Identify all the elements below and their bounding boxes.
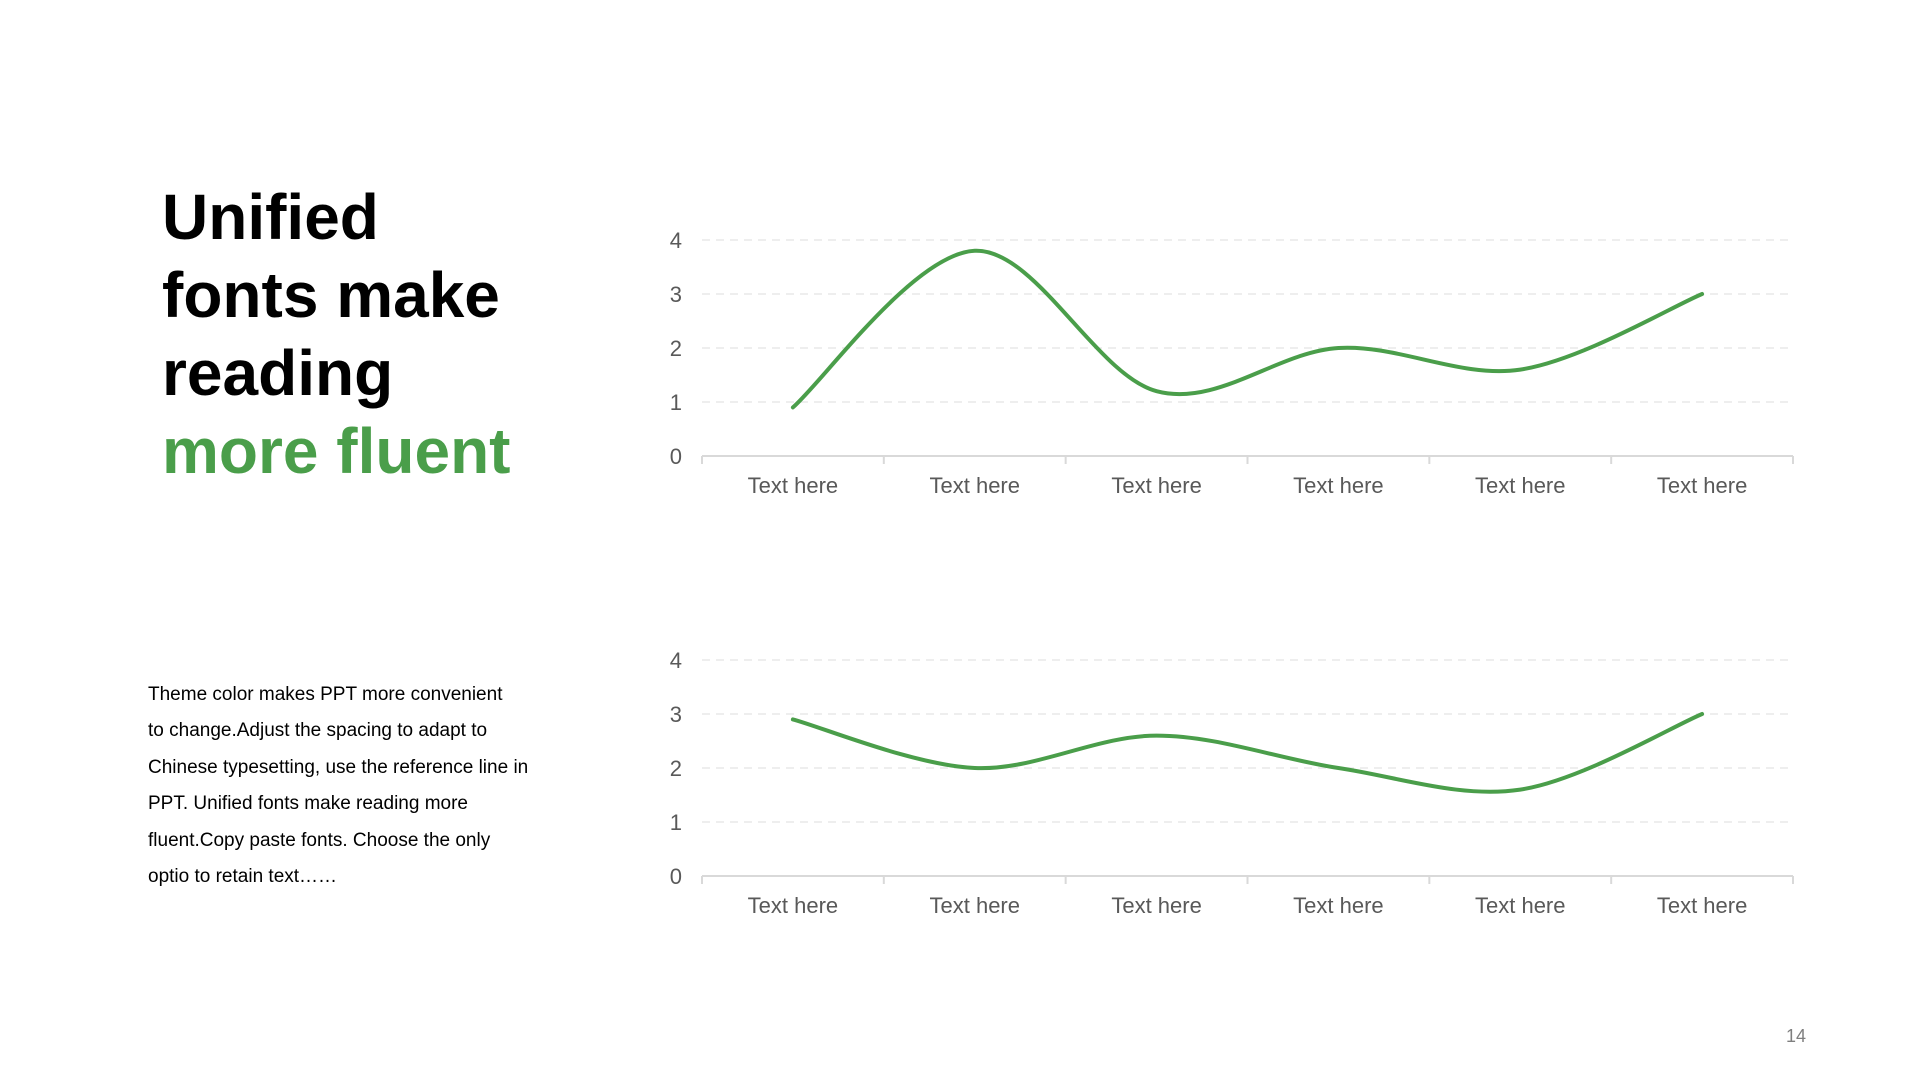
body-line-6: optio to retain text…… [148, 866, 338, 888]
y-tick-label-0: 0 [670, 864, 682, 889]
y-tick-label-3: 3 [670, 702, 682, 727]
title-line-2: fonts make [162, 259, 500, 331]
slide-title: Unified fonts make reading more fluent [162, 178, 510, 490]
title-accent-line: more fluent [162, 415, 511, 487]
body-line-4: PPT. Unified fonts make reading more [148, 793, 468, 815]
line-chart-top-svg: 0 1 2 3 4 Text here Text here Text here Text her… [670, 228, 1794, 498]
y-tick-label-4: 4 [670, 648, 682, 673]
x-tick-label-2: Text here [930, 893, 1021, 918]
x-tick-label-6: Text here [1657, 473, 1748, 498]
x-tick-label-6: Text here [1657, 893, 1748, 918]
title-line-1: Unified [162, 181, 379, 253]
y-tick-label-3: 3 [670, 282, 682, 307]
x-tick-label-1: Text here [748, 473, 839, 498]
body-line-3: Chinese typesetting, use the reference l… [148, 756, 529, 778]
page-number: 14 [1786, 1026, 1807, 1046]
x-tick-label-4: Text here [1293, 473, 1384, 498]
x-tick-label-4: Text here [1293, 893, 1384, 918]
body-line-5: fluent.Copy paste fonts. Choose the only [148, 829, 491, 851]
body-line-1: Theme color makes PPT more convenient [148, 684, 503, 705]
x-tick-label-2: Text here [930, 473, 1021, 498]
series-line-1 [790, 248, 1705, 410]
series-line-1 [790, 712, 1705, 794]
y-tick-label-0: 0 [670, 444, 682, 469]
x-tick-label-3: Text here [1111, 893, 1202, 918]
y-tick-label-1: 1 [670, 810, 682, 835]
y-tick-label-2: 2 [670, 336, 682, 361]
title-line-3: reading [162, 337, 394, 409]
line-chart-bottom-svg: 0 1 2 3 4 Text here Text here Text here Text her… [670, 648, 1794, 918]
x-tick-label-3: Text here [1111, 473, 1202, 498]
y-tick-label-1: 1 [670, 390, 682, 415]
body-line-2: to change.Adjust the spacing to adapt to [148, 720, 488, 742]
x-tick-label-5: Text here [1475, 893, 1566, 918]
y-tick-label-2: 2 [670, 756, 682, 781]
body-paragraph: Theme color makes PPT more convenient to… [148, 677, 568, 895]
line-chart-bottom: 0 1 2 3 4 Text here Text here Text here Text her… [640, 630, 1800, 920]
x-tick-label-1: Text here [748, 893, 839, 918]
y-tick-label-4: 4 [670, 228, 682, 253]
x-tick-label-5: Text here [1475, 473, 1566, 498]
line-chart-top: 0 1 2 3 4 Text here Text here Text here Text her… [640, 210, 1800, 500]
